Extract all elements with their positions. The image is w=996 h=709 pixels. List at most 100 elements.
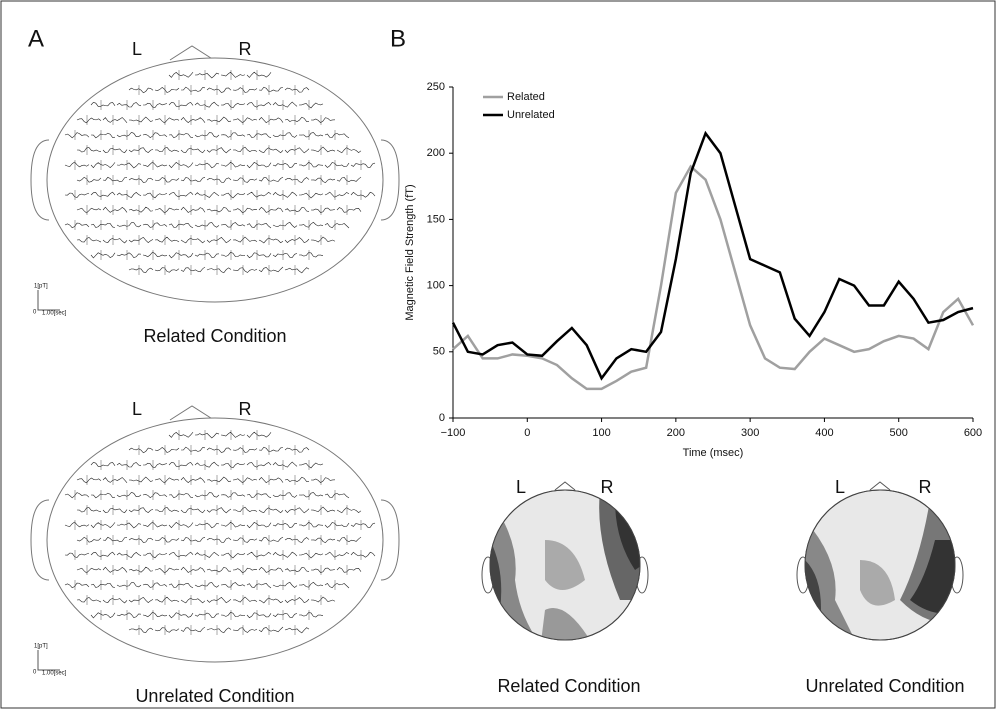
sensor-trace bbox=[232, 177, 258, 183]
map-caption: Unrelated Condition bbox=[805, 676, 964, 696]
sensor-trace bbox=[220, 431, 246, 438]
sensor-trace bbox=[168, 522, 194, 529]
sensor-trace bbox=[246, 583, 272, 589]
sensor-trace bbox=[336, 207, 362, 213]
sensor-trace bbox=[246, 431, 272, 438]
head-caption: Related Condition bbox=[143, 326, 286, 346]
sensor-trace bbox=[246, 191, 272, 198]
sensor-trace bbox=[154, 267, 180, 273]
scale-bar bbox=[37, 650, 60, 671]
sensor-trace bbox=[206, 447, 232, 453]
x-tick-label: 500 bbox=[890, 427, 908, 439]
sensor-trace bbox=[90, 582, 116, 588]
sensor-trace bbox=[194, 612, 220, 618]
sensor-trace bbox=[64, 521, 90, 528]
sensor-trace bbox=[232, 447, 258, 453]
sensor-trace bbox=[128, 566, 154, 573]
sensor-trace bbox=[206, 537, 232, 543]
sensor-trace bbox=[232, 596, 258, 603]
sensor-trace bbox=[154, 477, 180, 484]
sensor-trace bbox=[154, 596, 180, 603]
sensor-trace bbox=[194, 432, 220, 439]
sensor-trace bbox=[284, 567, 310, 572]
sensor-trace bbox=[272, 163, 298, 168]
sensor-trace bbox=[206, 87, 232, 93]
sensor-trace bbox=[180, 177, 206, 182]
sensor-trace bbox=[76, 147, 102, 153]
sensor-trace bbox=[194, 582, 220, 588]
sensor-trace bbox=[154, 117, 180, 124]
sensor-trace bbox=[206, 596, 232, 604]
sensor-trace bbox=[180, 566, 206, 573]
sensor-trace bbox=[284, 87, 310, 93]
sensor-trace bbox=[116, 612, 142, 619]
sensor-trace bbox=[258, 507, 284, 514]
sensor-trace bbox=[128, 447, 154, 454]
sensor-trace bbox=[142, 251, 168, 258]
sensor-trace bbox=[298, 132, 324, 138]
sensor-trace bbox=[258, 536, 284, 542]
sensor-trace bbox=[128, 116, 154, 123]
x-axis-label: Time (msec) bbox=[683, 447, 744, 459]
sensor-trace bbox=[284, 116, 310, 122]
sensor-trace bbox=[194, 191, 220, 198]
scale-x: 1.00[sec] bbox=[42, 671, 67, 677]
sensor-trace bbox=[76, 596, 102, 603]
sensor-trace bbox=[310, 477, 336, 484]
scale-x: 1.00[sec] bbox=[42, 311, 67, 317]
sensor-trace bbox=[76, 207, 102, 214]
sensor-trace bbox=[154, 207, 180, 214]
sensor-trace bbox=[284, 447, 310, 453]
sensor-trace bbox=[246, 133, 272, 138]
sensor-trace bbox=[272, 613, 298, 618]
ear bbox=[30, 139, 50, 221]
sensor-trace bbox=[246, 461, 272, 468]
sensor-trace bbox=[142, 161, 168, 168]
sensor-trace bbox=[180, 626, 206, 633]
sensor-trace bbox=[324, 493, 350, 499]
sensor-trace bbox=[142, 132, 168, 138]
sensor-trace bbox=[128, 596, 154, 604]
sensor-trace bbox=[246, 551, 272, 558]
sensor-trace bbox=[142, 582, 168, 588]
sensor-trace bbox=[206, 236, 232, 244]
y-tick-label: 200 bbox=[427, 147, 445, 159]
sensor-trace bbox=[194, 492, 220, 498]
sensor-trace bbox=[168, 71, 194, 78]
sensor-trace bbox=[324, 551, 350, 558]
sensor-trace bbox=[180, 476, 206, 484]
sensor-trace bbox=[168, 191, 194, 198]
sensor-trace bbox=[284, 537, 310, 543]
sensor-trace bbox=[350, 162, 376, 168]
sensor-trace bbox=[246, 223, 272, 229]
sensor-trace bbox=[336, 536, 362, 542]
sensor-trace bbox=[298, 252, 324, 258]
sensor-trace bbox=[116, 222, 142, 228]
sensor-trace bbox=[206, 507, 232, 514]
sensor-trace bbox=[310, 207, 336, 213]
sensor-trace bbox=[168, 583, 194, 589]
sensor-trace bbox=[310, 567, 336, 573]
sensor-trace bbox=[76, 477, 102, 484]
sensor-trace bbox=[272, 581, 298, 588]
sensor-trace bbox=[116, 522, 142, 529]
sensor-trace bbox=[116, 491, 142, 498]
sensor-trace bbox=[128, 236, 154, 244]
scale-zero: 0 bbox=[33, 670, 37, 676]
sensor-trace bbox=[76, 117, 102, 124]
sensor-trace bbox=[232, 236, 258, 243]
sensor-trace bbox=[298, 492, 324, 498]
sensor-trace bbox=[220, 132, 246, 138]
x-tick-label: 600 bbox=[964, 427, 982, 439]
sensor-trace bbox=[232, 477, 258, 484]
sensor-trace bbox=[298, 102, 324, 109]
sensor-trace bbox=[102, 508, 128, 514]
sensor-trace bbox=[206, 627, 232, 634]
map-right: R bbox=[601, 477, 614, 497]
sensor-trace bbox=[180, 446, 206, 452]
x-tick-label: 0 bbox=[524, 427, 530, 439]
sensor-trace bbox=[284, 627, 310, 634]
sensor-trace bbox=[232, 537, 258, 543]
map-right: R bbox=[919, 477, 932, 497]
sensor-trace bbox=[180, 86, 206, 92]
